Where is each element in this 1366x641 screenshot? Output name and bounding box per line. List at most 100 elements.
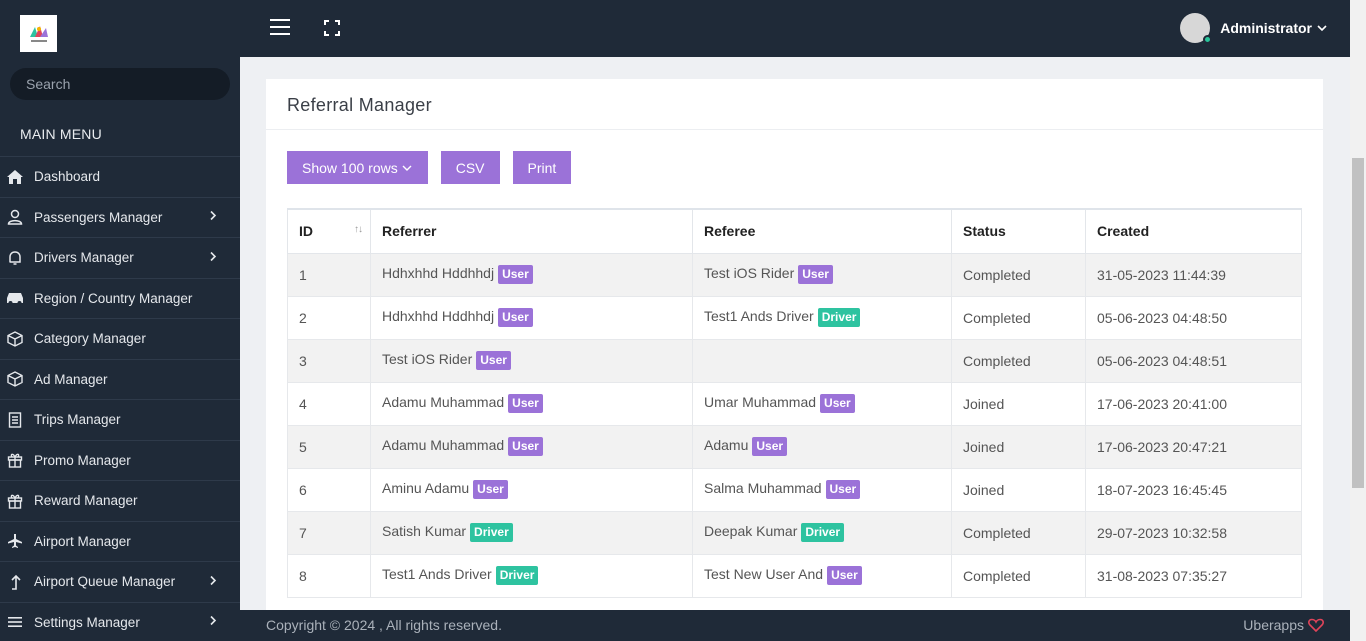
user-badge: User [498, 265, 533, 284]
online-status-dot [1203, 35, 1213, 44]
cell-created: 05-06-2023 04:48:50 [1085, 295, 1302, 340]
sidebar-item-trips-manager[interactable]: Trips Manager [0, 399, 240, 440]
column-header-referee[interactable]: Referee [692, 208, 952, 254]
sidebar-search [10, 68, 230, 100]
referrer-name: Adamu Muhammad [382, 394, 505, 411]
page-title: Referral Manager [266, 79, 1323, 130]
admin-menu[interactable]: Administrator [1180, 13, 1328, 44]
table-row[interactable]: 3 Test iOS Rider User Completed 05-06-2023 0… [287, 338, 1302, 383]
copyright-text: Copyright © 2024 , All rights reserved. [266, 617, 502, 633]
cell-referrer: Test iOS Rider User [370, 338, 693, 383]
scrollbar-thumb[interactable] [1352, 158, 1364, 488]
table-row[interactable]: 1 Hdhxhhd Hddhhdj User Test iOS Rider User Co… [287, 252, 1302, 297]
cell-referee: Adamu User [692, 424, 952, 469]
footer-brand[interactable]: Uberapps [1243, 617, 1324, 633]
table-row[interactable]: 8 Test1 Ands Driver Driver Test New User An… [287, 553, 1302, 598]
sidebar-item-category-manager[interactable]: Category Manager [0, 318, 240, 359]
arrow-up-icon [4, 573, 26, 591]
sidebar-item-reward-manager[interactable]: Reward Manager [0, 480, 240, 521]
print-button[interactable]: Print [512, 151, 572, 184]
cell-status: Completed [951, 252, 1086, 297]
cell-id: 7 [287, 510, 371, 555]
fullscreen-icon[interactable] [324, 20, 340, 36]
cell-referee: Deepak Kumar Driver [692, 510, 952, 555]
sidebar-item-label: Airport Queue Manager [34, 574, 176, 590]
sidebar-item-passengers-manager[interactable]: Passengers Manager [0, 196, 240, 238]
cell-status: Completed [951, 295, 1086, 340]
car-icon [4, 289, 26, 307]
cell-created: 29-07-2023 10:32:58 [1085, 510, 1302, 555]
cube-icon [4, 330, 26, 348]
cell-id: 8 [287, 553, 371, 598]
sidebar-item-label: Dashboard [34, 169, 101, 185]
cell-id: 6 [287, 467, 371, 512]
driver-badge: Driver [817, 308, 861, 327]
page-scrollbar[interactable] [1350, 0, 1366, 641]
cell-status: Completed [951, 510, 1086, 555]
referee-name: Test1 Ands Driver [704, 308, 814, 325]
table-row[interactable]: 7 Satish Kumar Driver Deepak Kumar Driver Com… [287, 510, 1302, 555]
chevron-down-icon [402, 165, 412, 171]
sidebar-menu: Dashboard Passengers Manager Drivers Manag… [0, 156, 240, 641]
cell-referee: Test iOS Rider User [692, 252, 952, 297]
bell-icon [4, 249, 26, 267]
sidebar-item-label: Reward Manager [34, 493, 138, 509]
referrer-name: Hdhxhhd Hddhhdj [382, 308, 495, 325]
cell-created: 17-06-2023 20:41:00 [1085, 381, 1302, 426]
column-header-created[interactable]: Created [1085, 208, 1302, 254]
csv-button[interactable]: CSV [440, 151, 500, 184]
table-row[interactable]: 6 Aminu Adamu User Salma Muhammad User Joined… [287, 467, 1302, 512]
table-row[interactable]: 5 Adamu Muhammad User Adamu User Joined 17-06-… [287, 424, 1302, 469]
cell-status: Joined [951, 467, 1086, 512]
heart-icon [1308, 618, 1324, 632]
sidebar-item-drivers-manager[interactable]: Drivers Manager [0, 237, 240, 278]
show-rows-button[interactable]: Show 100 rows [287, 151, 428, 184]
show-rows-label: Show 100 rows [302, 159, 398, 176]
table-row[interactable]: 2 Hdhxhhd Hddhhdj User Test1 Ands Driver Dri… [287, 295, 1302, 340]
cell-referee: Salma Muhammad User [692, 467, 952, 512]
column-header-id[interactable]: ID ↑↓ [287, 208, 371, 254]
referee-name: Salma Muhammad [704, 480, 822, 497]
sidebar-item-ad-manager[interactable]: Ad Manager [0, 358, 240, 400]
cell-referrer: Satish Kumar Driver [370, 510, 693, 555]
user-icon [4, 208, 26, 226]
sidebar-item-settings-manager[interactable]: Settings Manager [0, 601, 240, 641]
sidebar-item-label: Passengers Manager [34, 209, 163, 225]
referee-name: Test iOS Rider [704, 265, 795, 282]
cell-status: Joined [951, 381, 1086, 426]
cell-referrer: Adamu Muhammad User [370, 381, 693, 426]
cell-referee: Test1 Ands Driver Driver [692, 295, 952, 340]
sort-icon[interactable]: ↑↓ [354, 224, 363, 235]
sidebar-item-dashboard[interactable]: Dashboard [0, 156, 240, 197]
driver-badge: Driver [495, 566, 539, 585]
cell-created: 17-06-2023 20:47:21 [1085, 424, 1302, 469]
table-header-row: ID ↑↓ Referrer Referee Status Created [287, 208, 1302, 254]
sidebar-item-airport-manager[interactable]: Airport Manager [0, 520, 240, 562]
user-badge: User [476, 351, 511, 370]
sidebar-item-promo-manager[interactable]: Promo Manager [0, 439, 240, 481]
sidebar-item-label: Settings Manager [34, 614, 140, 630]
table-row[interactable]: 4 Adamu Muhammad User Umar Muhammad User Join… [287, 381, 1302, 426]
driver-badge: Driver [801, 523, 845, 542]
menu-icon [4, 613, 26, 631]
chevron-right-icon [208, 615, 218, 630]
cell-referrer: Hdhxhhd Hddhhdj User [370, 252, 693, 297]
cell-created: 31-08-2023 07:35:27 [1085, 553, 1302, 598]
home-icon [4, 168, 26, 186]
search-input[interactable] [26, 76, 230, 92]
app-logo[interactable] [20, 15, 57, 52]
sidebar-item-label: Region / Country Manager [34, 290, 193, 306]
user-badge: User [508, 437, 543, 456]
sidebar-item-label: Trips Manager [34, 412, 121, 428]
user-badge: User [752, 437, 788, 456]
chevron-right-icon [208, 210, 218, 225]
referee-name: Deepak Kumar [704, 523, 798, 540]
cell-id: 3 [287, 338, 371, 383]
sidebar-item-label: Category Manager [34, 331, 146, 347]
sidebar-item-airport-queue-manager[interactable]: Airport Queue Manager [0, 561, 240, 602]
column-header-referrer[interactable]: Referrer [370, 208, 693, 254]
column-header-status[interactable]: Status [951, 208, 1086, 254]
sidebar-item-region-country-manager[interactable]: Region / Country Manager [0, 277, 240, 319]
cell-referrer: Test1 Ands Driver Driver [370, 553, 693, 598]
hamburger-menu-icon[interactable] [270, 19, 290, 37]
